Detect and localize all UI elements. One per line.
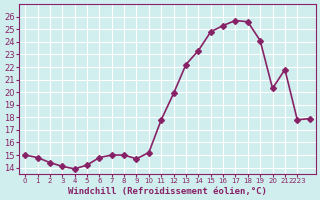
X-axis label: Windchill (Refroidissement éolien,°C): Windchill (Refroidissement éolien,°C) — [68, 187, 267, 196]
